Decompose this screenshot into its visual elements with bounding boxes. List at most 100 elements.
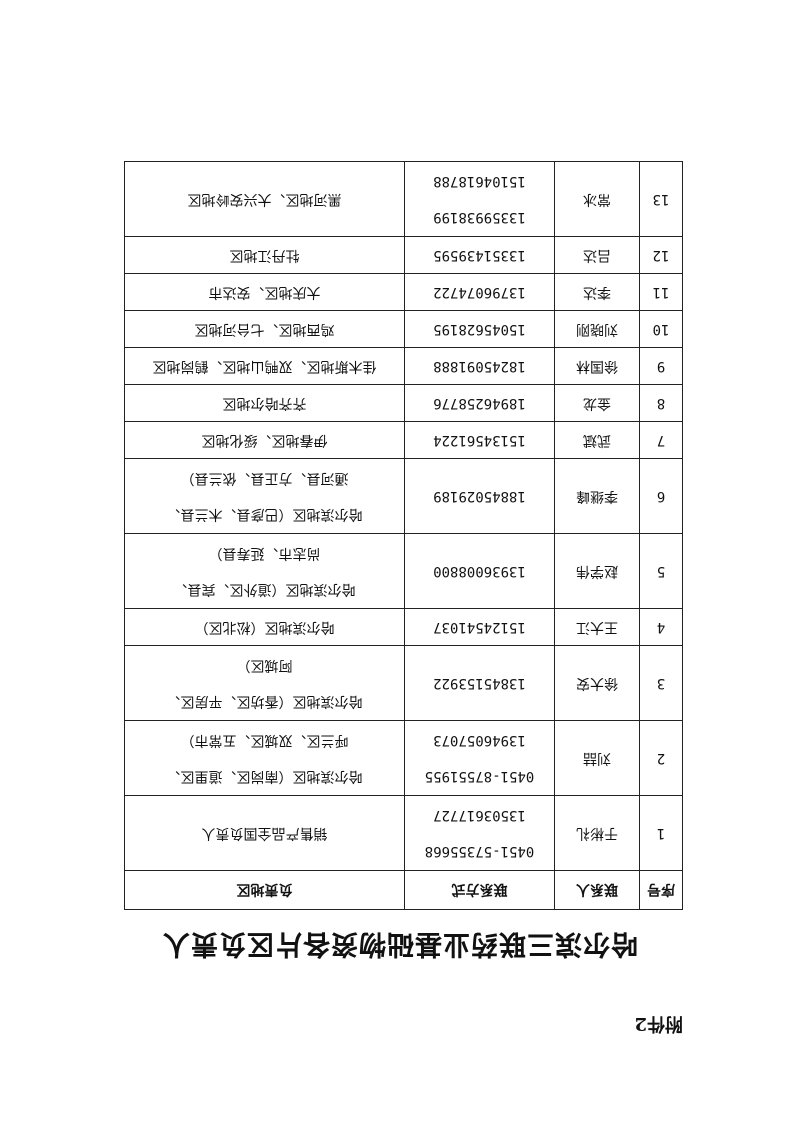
responsible-region: 哈尔滨地区（道外区、宾县、 尚志市、延寿县） [124,533,405,609]
responsible-region: 牡丹江地区 [124,236,405,274]
contact-phone-text: 13796074722 [433,284,526,300]
row-number: 5 [639,533,683,609]
contact-phone: 0451-87551955 13946057073 [404,720,555,796]
contact-name: 刘喆 [554,720,640,796]
row-number: 4 [639,608,683,646]
responsible-region: 哈尔滨地区（巴彦县、木兰县、 通河县、方正县、依兰县） [124,458,405,534]
responsible-region-text: 齐齐哈尔地区 [222,395,307,411]
table-row: 9 徐国林 18245091888 佳木斯地区、双鸭山地区、鹤岗地区 [124,347,683,385]
table-row: 4 王大江 15124541037 哈尔滨地区（松北区） [124,608,683,646]
table-row: 12 吕达 13351439595 牡丹江地区 [124,236,683,274]
row-number-text: 10 [652,321,670,337]
table-row: 11 李达 13796074722 大庆地区、安达市 [124,273,683,311]
row-number: 9 [639,347,683,385]
contact-name-text: 徐大安 [576,675,618,691]
contact-name-text: 吕达 [583,247,611,263]
row-number-text: 9 [656,358,666,374]
contact-phone-text: 15124541037 [433,619,526,635]
row-number: 7 [639,421,683,459]
responsible-region: 佳木斯地区、双鸭山地区、鹤岗地区 [124,347,405,385]
contact-name: 武斌 [554,421,640,459]
contact-name: 李继峰 [554,458,640,534]
row-number: 12 [639,236,683,274]
table-row: 8 金龙 18946258776 齐齐哈尔地区 [124,384,683,422]
contact-name-text: 徐国林 [576,358,618,374]
responsible-region-text: 黑河地区、大兴安岭地区 [187,191,342,207]
contact-name-text: 金龙 [583,395,611,411]
contact-name-text: 李继峰 [576,488,618,504]
row-number: 10 [639,310,683,348]
table-row: 13 常冰 13359938199 15104618788 黑河地区、大兴安岭地区 [124,161,683,237]
responsible-region: 哈尔滨地区（松北区） [124,608,405,646]
table-row: 6 李继峰 18845029189 哈尔滨地区（巴彦县、木兰县、 通河县、方正县、依兰县… [124,458,683,534]
row-number-text: 3 [656,675,666,691]
contact-phone-text: 13946057073 [433,732,526,748]
responsible-region: 齐齐哈尔地区 [124,384,405,422]
contact-phone: 18245091888 [404,347,555,385]
contact-name: 王大江 [554,608,640,646]
contact-name: 金龙 [554,384,640,422]
row-number-text: 8 [656,395,666,411]
row-number-text: 2 [656,750,666,766]
attachment-label: 附件2 [634,1013,683,1034]
table-row: 5 赵学伟 13936008800 哈尔滨地区（道外区、宾县、 尚志市、延寿县） [124,533,683,609]
responsible-region: 销售产品全国负责人 [124,795,405,871]
contact-name-text: 赵学伟 [576,563,618,579]
contact-name-text: 李达 [583,284,611,300]
table-row: 2 刘喆 0451-87551955 13946057073 哈尔滨地区（南岗区、道里区… [124,720,683,796]
contact-phone-text: 15134561224 [433,432,526,448]
contact-phone-text: 13845153922 [433,675,526,691]
contact-phone: 15134561224 [404,421,555,459]
responsible-region-text: 呼兰区、双城区、五常市） [180,732,349,748]
contact-name-text: 刘喆 [583,750,611,766]
responsible-region-text: 哈尔滨地区（香坊区、平房区、 [166,693,363,709]
contact-phone-text: 13936008800 [433,563,526,579]
row-number: 11 [639,273,683,311]
contact-phone-text: 18245091888 [433,358,526,374]
responsible-region-text: 哈尔滨地区（巴彦县、木兰县、 [166,506,363,522]
contact-phone: 13359938199 15104618788 [404,161,555,237]
contact-name: 常冰 [554,161,640,237]
contact-name: 徐国林 [554,347,640,385]
contact-name-text: 常冰 [583,191,611,207]
row-number: 1 [639,795,683,871]
responsible-region-text: 佳木斯地区、双鸭山地区、鹤岗地区 [152,358,377,374]
responsible-region-text: 尚志市、延寿县） [208,545,321,561]
table-row: 3 徐大安 13845153922 哈尔滨地区（香坊区、平房区、 阿城区） [124,645,683,721]
contact-name: 赵学伟 [554,533,640,609]
table-row: 7 武斌 15134561224 伊春地区、绥化地区 [124,421,683,459]
contact-name: 刘晓刚 [554,310,640,348]
contact-name: 李达 [554,273,640,311]
row-number: 3 [639,645,683,721]
table-row: 1 于彬礼 0451-57355668 13503617727 销售产品全国负责人 [124,795,683,871]
responsible-region-text: 销售产品全国负责人 [201,825,328,841]
row-number: 2 [639,720,683,796]
header-contact: 联系人 [554,870,640,910]
responsible-region-text: 哈尔滨地区（南岗区、道里区、 [166,768,363,784]
contact-phone: 13796074722 [404,273,555,311]
contact-phone-text: 0451-87551955 [424,768,535,784]
header-no: 序号 [639,870,683,910]
responsible-region-text: 大庆地区、安达市 [208,284,321,300]
contact-name-text: 刘晓刚 [576,321,618,337]
contact-phone-text: 13351439595 [433,247,526,263]
contact-phone-text: 18946258776 [433,395,526,411]
responsible-region: 大庆地区、安达市 [124,273,405,311]
header-region: 负责地区 [124,870,405,910]
responsible-region: 伊春地区、绥化地区 [124,421,405,459]
responsible-region-text: 哈尔滨地区（松北区） [194,619,335,635]
responsible-region: 哈尔滨地区（香坊区、平房区、 阿城区） [124,645,405,721]
contact-name: 徐大安 [554,645,640,721]
row-number-text: 1 [656,825,666,841]
header-phone: 联系方式 [404,870,555,910]
contact-phone: 15045628195 [404,310,555,348]
row-number-text: 6 [656,488,666,504]
contact-phone-text: 13359938199 [433,209,526,225]
contact-phone: 13936008800 [404,533,555,609]
contact-name-text: 王大江 [576,619,618,635]
responsible-region-text: 通河县、方正县、依兰县） [180,470,349,486]
row-number-text: 11 [652,284,670,300]
responsible-region-text: 阿城区） [236,657,293,673]
contact-phone: 18845029189 [404,458,555,534]
